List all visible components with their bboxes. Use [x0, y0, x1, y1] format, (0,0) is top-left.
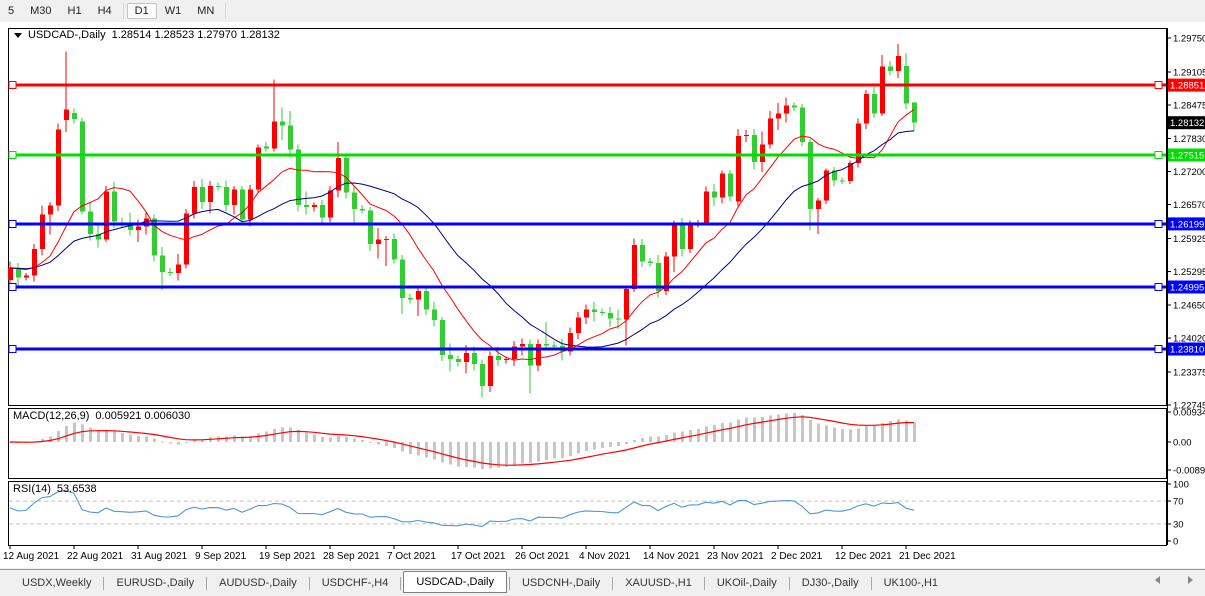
svg-text:21 Dec 2021: 21 Dec 2021	[899, 551, 956, 562]
price-line-tags: 1.28851 1.27515 1.26199 1.24995 1.23810	[1168, 78, 1205, 356]
tab-ukoil[interactable]: UKOil-,Daily	[716, 577, 777, 589]
horizontal-line-1.28851	[8, 81, 1166, 90]
svg-text:1.27515: 1.27515	[1170, 151, 1204, 162]
tabs-scroll-right-icon[interactable]	[1188, 576, 1193, 584]
svg-text:1.25295: 1.25295	[1173, 267, 1205, 278]
timeframe-h4[interactable]: H4	[97, 5, 112, 17]
rsi-indicator-label: RSI(14) 53.6538	[13, 483, 97, 495]
svg-text:22 Aug 2021: 22 Aug 2021	[67, 551, 124, 562]
svg-text:2 Dec 2021: 2 Dec 2021	[771, 551, 823, 562]
svg-text:31 Aug 2021: 31 Aug 2021	[131, 551, 188, 562]
svg-text:1.25925: 1.25925	[1173, 234, 1205, 245]
tab-xauusd[interactable]: XAUUSD-,H1	[625, 577, 692, 589]
tab-separator	[206, 576, 208, 590]
svg-text:0.00: 0.00	[1173, 438, 1192, 449]
tab-scrollers	[1155, 576, 1193, 584]
svg-text:-0.00890: -0.00890	[1173, 466, 1205, 477]
svg-text:1.23810: 1.23810	[1170, 345, 1204, 356]
timeframe-h1[interactable]: H1	[67, 5, 82, 17]
macd-title: MACD(12,26,9)	[13, 410, 90, 422]
rsi-title: RSI(14)	[13, 483, 51, 495]
tab-uk100[interactable]: UK100-,H1	[883, 577, 939, 589]
svg-text:1.29750: 1.29750	[1173, 34, 1205, 45]
tab-usdx[interactable]: USDX,Weekly	[22, 577, 92, 589]
svg-text:1.28132: 1.28132	[1170, 118, 1204, 129]
svg-text:30: 30	[1173, 520, 1184, 531]
svg-text:1.22745: 1.22745	[1173, 400, 1205, 411]
chart-title: USDCAD-,Daily 1.28514 1.28523 1.27970 1.…	[14, 29, 280, 41]
svg-text:28 Sep 2021: 28 Sep 2021	[323, 551, 380, 562]
tab-separator	[703, 576, 705, 590]
svg-text:19 Sep 2021: 19 Sep 2021	[259, 551, 316, 562]
tab-separator	[788, 576, 790, 590]
tab-separator	[508, 576, 510, 590]
svg-text:1.27830: 1.27830	[1173, 134, 1205, 145]
tab-eurusd[interactable]: EURUSD-,Daily	[116, 577, 195, 589]
chart-ohlc-values: 1.28514 1.28523 1.27970 1.28132	[111, 29, 280, 41]
svg-text:1.24650: 1.24650	[1173, 301, 1205, 312]
tab-audusd[interactable]: AUDUSD-,Daily	[219, 577, 297, 589]
svg-text:1.26199: 1.26199	[1170, 219, 1204, 230]
svg-text:0: 0	[1173, 537, 1178, 548]
svg-text:1.29105: 1.29105	[1173, 67, 1205, 78]
tab-separator	[400, 576, 402, 590]
macd-values: 0.005921 0.006030	[95, 410, 191, 422]
horizontal-line-1.24995	[8, 283, 1166, 291]
svg-text:70: 70	[1173, 497, 1184, 508]
symbol-dropdown-icon[interactable]	[14, 32, 22, 38]
tabs-scroll-left-icon[interactable]	[1155, 576, 1160, 584]
macd-histogram	[9, 413, 916, 470]
tab-usdcad[interactable]: USDCAD-,Daily	[403, 571, 507, 593]
tab-usdchf[interactable]: USDCHF-,H4	[321, 577, 389, 589]
svg-text:12 Dec 2021: 12 Dec 2021	[835, 551, 892, 562]
tab-separator	[103, 576, 105, 590]
horizontal-line-1.26199	[8, 219, 1166, 228]
toolbar-separator	[225, 3, 227, 19]
tab-dj30[interactable]: DJ30-,Daily	[801, 577, 859, 589]
svg-text:23 Nov 2021: 23 Nov 2021	[707, 551, 764, 562]
svg-text:17 Oct 2021: 17 Oct 2021	[451, 551, 506, 562]
timeframe-5[interactable]: 5	[8, 5, 15, 17]
timeframe-mn[interactable]: MN	[197, 5, 215, 17]
svg-text:9 Sep 2021: 9 Sep 2021	[195, 551, 247, 562]
tab-separator	[870, 576, 872, 590]
rsi-value: 53.6538	[56, 483, 97, 495]
price-scale: 1.29750 1.29105 1.28475 1.27830 1.27200 1.265…	[1167, 34, 1205, 411]
svg-text:1.27200: 1.27200	[1173, 167, 1205, 178]
macd-indicator-label: MACD(12,26,9) 0.005921 0.006030	[13, 410, 190, 422]
svg-text:1.26570: 1.26570	[1173, 200, 1205, 211]
timeframe-m30[interactable]: M30	[30, 5, 52, 17]
tab-separator	[308, 576, 310, 590]
svg-text:14 Nov 2021: 14 Nov 2021	[643, 551, 700, 562]
timeframe-w1[interactable]: W1	[164, 5, 182, 17]
svg-text:7 Oct 2021: 7 Oct 2021	[387, 551, 436, 562]
toolbar-separator	[122, 3, 124, 19]
date-axis: 12 Aug 2021 22 Aug 2021 31 Aug 2021 9 Sep 2…	[3, 545, 956, 562]
chart-symbol-label: USDCAD-,Daily	[28, 29, 106, 41]
current-price-tag: 1.28132	[1168, 116, 1205, 130]
chart-tab-bar: USDX,Weekly EURUSD-,Daily AUDUSD-,Daily USD…	[0, 569, 1205, 596]
svg-text:1.28475: 1.28475	[1173, 100, 1205, 111]
svg-text:0.009345: 0.009345	[1173, 408, 1205, 419]
horizontal-line-1.27515	[8, 151, 1166, 159]
svg-text:1.24995: 1.24995	[1170, 283, 1204, 294]
svg-text:4 Nov 2021: 4 Nov 2021	[579, 551, 631, 562]
tab-usdcnh[interactable]: USDCNH-,Daily	[521, 577, 601, 589]
svg-text:100: 100	[1173, 480, 1189, 491]
timeframe-d1[interactable]: D1	[126, 3, 157, 19]
svg-text:1.28851: 1.28851	[1170, 81, 1204, 92]
svg-text:1.23375: 1.23375	[1173, 367, 1205, 378]
tab-separator	[612, 576, 614, 590]
horizontal-line-1.23810	[8, 345, 1166, 353]
svg-text:26 Oct 2021: 26 Oct 2021	[515, 551, 570, 562]
svg-text:12 Aug 2021: 12 Aug 2021	[3, 551, 60, 562]
timeframe-toolbar: 5 M30 H1 H4 D1 W1 MN	[0, 0, 1205, 23]
svg-text:1.24020: 1.24020	[1173, 334, 1205, 345]
